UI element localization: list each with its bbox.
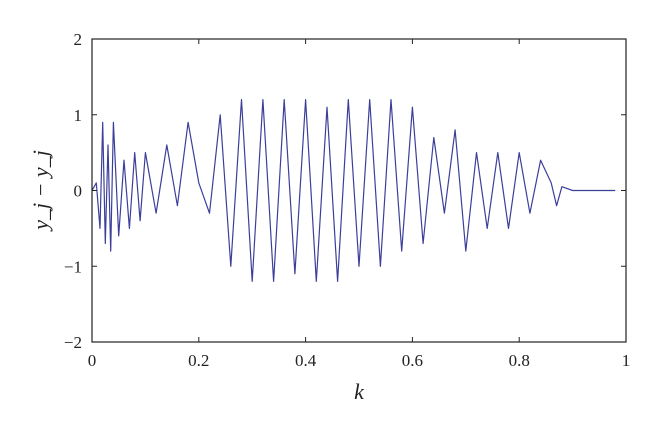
ticks-layer: 0 0.2 0.4 0.6 0.8 1 2 1 0 −1 −2: [64, 30, 630, 370]
y-tick-label: 1: [74, 106, 83, 125]
y-tick-label: −2: [64, 333, 82, 352]
y-tick-label: −1: [64, 257, 82, 276]
x-axis-title: k: [354, 379, 365, 404]
data-layer: [91, 98, 616, 282]
y-tick-label: 2: [74, 30, 83, 49]
x-tick-label: 0.2: [188, 351, 209, 370]
x-tick-label: 0: [88, 351, 97, 370]
x-tick-label: 0.6: [402, 351, 423, 370]
plot-frame: [91, 38, 627, 343]
y-tick-label: 0: [74, 182, 83, 201]
y-axis-title: y_j − y_j: [28, 150, 53, 232]
x-tick-label: 1: [622, 351, 631, 370]
x-tick-label: 0.8: [509, 351, 530, 370]
series-line: [91, 98, 616, 282]
x-tick-label: 0.4: [295, 351, 317, 370]
